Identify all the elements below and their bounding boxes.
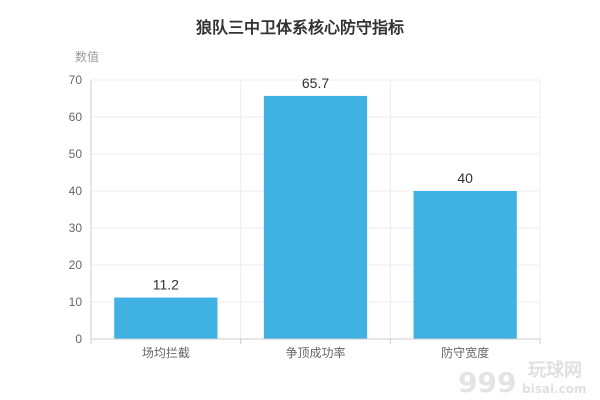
y-tick-label: 30	[69, 221, 83, 235]
y-tick-label: 20	[69, 258, 83, 272]
data-label: 11.2	[153, 277, 179, 293]
bar[interactable]	[413, 191, 517, 339]
y-tick-label: 70	[69, 73, 83, 87]
watermark-site: 玩球网	[528, 360, 582, 381]
watermark-number: 999	[458, 366, 516, 399]
bars-layer	[114, 95, 517, 339]
x-category-label: 场均拦截	[142, 346, 190, 360]
data-label: 40	[457, 170, 473, 186]
y-tick-label: 10	[69, 295, 83, 309]
y-tick-label: 60	[69, 110, 83, 124]
y-tick-label: 40	[69, 184, 83, 198]
labels-layer: 11.2 65.7 40	[153, 75, 473, 293]
chart-title: 狼队三中卫体系核心防守指标	[196, 18, 404, 37]
x-category-label: 防守宽度	[441, 345, 489, 360]
watermark-domain: bisai.com	[522, 382, 586, 396]
x-category-label: 争顶成功率	[285, 345, 345, 360]
y-tick-label: 50	[69, 147, 83, 161]
data-label: 65.7	[302, 75, 329, 91]
bar[interactable]	[114, 297, 218, 339]
y-tick-label: 0	[75, 332, 82, 346]
watermark: 999 玩球网 bisai.com	[458, 360, 586, 399]
axis-layer: 0 10 20 30 40 50 60 70 场均拦截 争顶成功率 防守宽度	[69, 73, 541, 360]
y-axis-title: 数值	[75, 49, 99, 64]
bar[interactable]	[263, 95, 368, 339]
